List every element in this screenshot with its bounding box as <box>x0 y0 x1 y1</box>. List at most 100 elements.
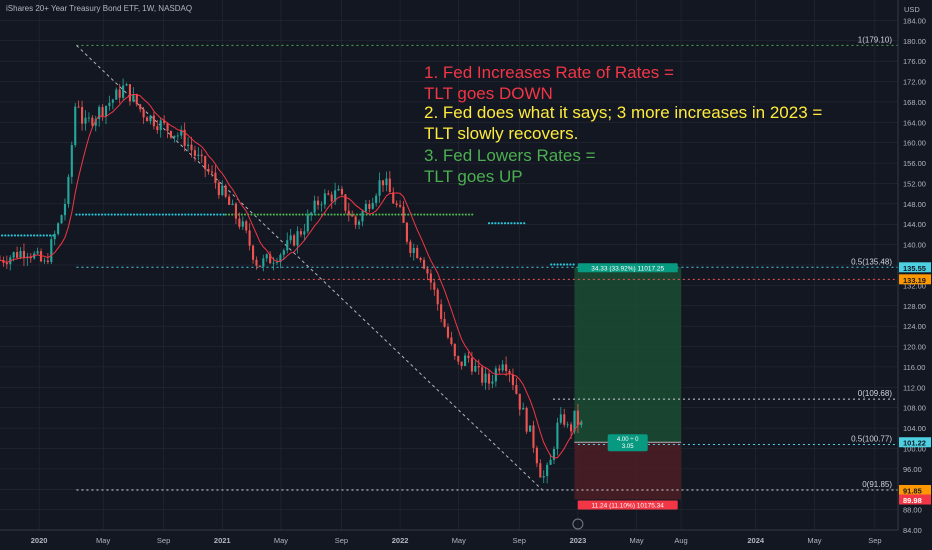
dotted-level-dot <box>227 213 231 216</box>
dotted-level-dot <box>435 213 439 216</box>
dotted-level-dot <box>471 213 474 216</box>
candle-body <box>392 192 395 204</box>
candle-body <box>289 235 292 241</box>
candle-body <box>453 343 456 357</box>
dotted-level-dot <box>448 213 451 216</box>
candle-body <box>234 203 238 219</box>
loss-label-box <box>577 500 678 510</box>
candle-body <box>563 414 566 425</box>
dotted-level-dot <box>455 213 458 216</box>
candle-body <box>296 231 299 246</box>
candle-body <box>197 154 200 156</box>
dotted-level-dot <box>231 213 234 216</box>
dotted-level-dot <box>365 213 368 216</box>
dotted-level-dot <box>209 213 212 216</box>
candle-body <box>299 231 302 235</box>
dotted-level-dot <box>507 222 510 225</box>
dotted-level-dot <box>336 213 339 216</box>
profit-label-box <box>577 263 678 273</box>
candle-body <box>251 245 255 260</box>
x-tick-label: Sep <box>157 536 170 545</box>
x-tick-label: May <box>96 536 110 545</box>
dotted-level-dot <box>190 213 193 216</box>
candle-body <box>5 262 8 265</box>
candle-body <box>378 180 381 196</box>
dotted-level-dot <box>203 213 206 216</box>
candle-body <box>532 425 535 448</box>
candle-body <box>272 262 275 264</box>
candle-body <box>149 115 152 122</box>
candle-body <box>313 200 316 213</box>
dotted-level-dot <box>416 213 419 216</box>
rr-label-1: 4.00 ÷ 0 <box>617 437 639 443</box>
dotted-level-dot <box>550 263 553 266</box>
candle-body <box>163 120 166 124</box>
candle-body <box>104 106 108 117</box>
level-label: 0.5(135.48) <box>851 257 892 266</box>
annotation-green: 3. Fed Lowers Rates = TLT goes UP <box>424 145 596 187</box>
y-tick-label: 156.00 <box>903 159 926 168</box>
dotted-level-dot <box>81 213 84 216</box>
rr-label-2: 3.05 <box>622 444 634 450</box>
dotted-level-dot <box>467 213 471 216</box>
candle-body <box>446 326 450 338</box>
dotted-level-dot <box>429 213 432 216</box>
dotted-level-dot <box>107 213 110 216</box>
dotted-level-dot <box>240 213 243 216</box>
candle-body <box>358 221 361 225</box>
dotted-level-dot <box>171 213 174 216</box>
dotted-level-dot <box>559 263 562 266</box>
dotted-level-dot <box>132 213 136 216</box>
candle-body <box>440 304 443 319</box>
candle-body <box>337 188 340 191</box>
annotation-green-line-2: TLT goes UP <box>424 167 523 186</box>
candle-body <box>542 476 545 478</box>
dotted-level-dot <box>91 213 94 216</box>
dotted-level-dot <box>359 213 362 216</box>
dotted-level-dot <box>394 213 397 216</box>
dotted-level-dot <box>291 213 295 216</box>
dotted-level-dot <box>371 213 375 216</box>
candle-body <box>214 172 217 183</box>
dotted-level-dot <box>464 213 467 216</box>
candle-body <box>450 337 453 344</box>
candle-body <box>371 202 374 209</box>
dotted-level-dot <box>29 234 33 237</box>
dotted-level-dot <box>161 213 164 216</box>
candle-body <box>505 364 508 371</box>
trend-line-diagonal <box>76 44 543 491</box>
candle-body <box>135 93 138 105</box>
candle-body <box>176 135 179 137</box>
candle-body <box>108 102 111 107</box>
price-tag-label: 89.98 <box>903 496 922 505</box>
candle-body <box>19 251 22 258</box>
dotted-level-dot <box>301 213 304 216</box>
candle-body <box>145 117 149 122</box>
price-tag-label: 101.22 <box>903 439 926 448</box>
candle-body <box>426 268 429 274</box>
dotted-level-dot <box>445 213 448 216</box>
candle-body <box>262 258 265 267</box>
rr-label-box <box>607 434 648 452</box>
dotted-level-dot <box>426 213 429 216</box>
dotted-level-dot <box>184 213 187 216</box>
loss-label: 11.24 (11.10%) 10175.34 <box>592 503 665 510</box>
dotted-level-dot <box>94 213 97 216</box>
dotted-level-dot <box>569 263 572 266</box>
candle-body <box>470 358 473 372</box>
candle-body <box>508 370 511 375</box>
y-tick-label: 124.00 <box>903 322 926 331</box>
dotted-level-dot <box>279 213 282 216</box>
candle-body <box>282 250 285 255</box>
dotted-level-dot <box>193 213 196 216</box>
dotted-level-dot <box>500 222 503 225</box>
candle-body <box>433 282 436 290</box>
candle-body <box>368 203 371 209</box>
candle-body <box>207 169 210 172</box>
candle-body <box>556 422 559 450</box>
dotted-level-dot <box>39 234 42 237</box>
y-tick-label: 184.00 <box>903 16 926 25</box>
dotted-level-dot <box>26 234 29 237</box>
candle-body <box>22 251 25 259</box>
